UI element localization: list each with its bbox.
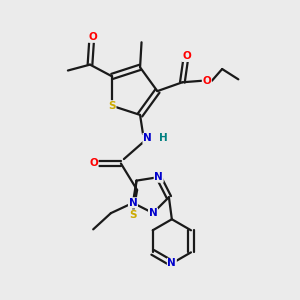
Text: N: N [154,172,163,182]
Text: S: S [129,210,136,220]
Text: O: O [88,32,97,42]
Text: S: S [108,101,116,111]
Text: N: N [143,134,152,143]
Text: O: O [89,158,98,169]
Text: N: N [167,258,176,268]
Text: H: H [159,134,168,143]
Text: N: N [148,208,158,218]
Text: O: O [202,76,211,86]
Text: O: O [182,51,191,62]
Text: N: N [129,198,137,208]
